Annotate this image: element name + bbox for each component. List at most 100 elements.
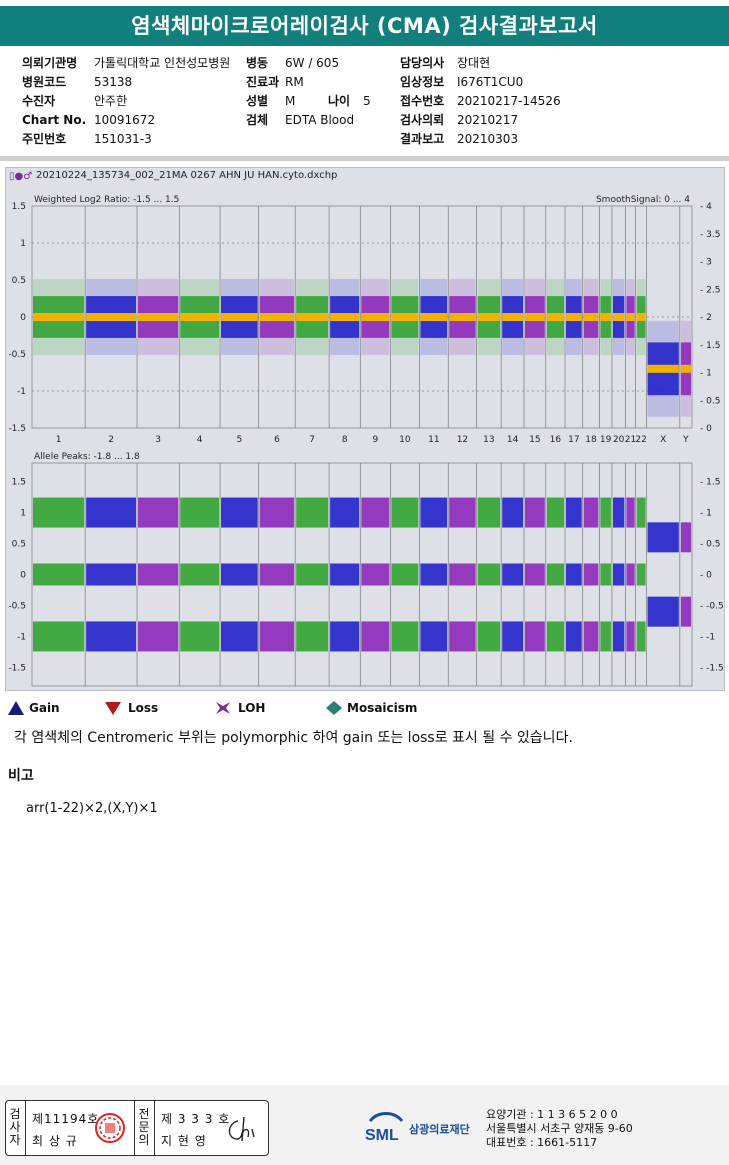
legend-gain: Gain (7, 700, 60, 716)
top-right-ytick-label: - 1.5 (700, 341, 720, 351)
chr-label-18: 18 (585, 435, 597, 445)
chr12-smooth-signal (449, 313, 476, 321)
mosaicism-diamond-icon (326, 701, 342, 715)
legend-loss: Loss (104, 700, 158, 716)
value-receipt-no: 20210217-14526 (457, 94, 561, 108)
chr-label-2: 2 (108, 435, 114, 445)
chr-label-6: 6 (274, 435, 280, 445)
chr16-allele-peak (546, 621, 564, 652)
value-hospital: 가톨릭대학교 인천성모병원 (94, 56, 231, 70)
chr17-smooth-signal (565, 313, 582, 321)
chr4-smooth-signal (180, 313, 220, 321)
label-ward: 병동 (246, 56, 269, 70)
chr17-allele-peak (565, 563, 582, 586)
chr5-allele-peak (221, 563, 258, 586)
org-name: 삼광의료재단 (409, 1123, 470, 1136)
chr15-allele-peak (525, 563, 545, 586)
top-right-ytick-label: - 2 (700, 313, 712, 323)
value-specimen: EDTA Blood (285, 113, 355, 127)
value-sex: M (285, 94, 296, 108)
chr-label-5: 5 (237, 435, 243, 445)
chr3-allele-peak (138, 563, 179, 586)
label-chart-no: Chart No. (22, 113, 87, 127)
top-right-ytick-label: - 0.5 (700, 396, 720, 406)
label-department: 진료과 (246, 75, 280, 89)
bottom-ytick-label: 0.5 (12, 540, 26, 550)
value-department: RM (285, 75, 304, 89)
signature-box: 검사자 제11194호 최 상 규 전문의 제 3 3 3 호 지 현 영 (5, 1100, 269, 1156)
value-hospital-code: 53138 (94, 75, 133, 89)
chr18-allele-peak (583, 621, 599, 652)
chr13-allele-peak (477, 497, 501, 528)
label-doctor: 담당의사 (400, 56, 445, 70)
chr-label-1: 1 (56, 435, 62, 445)
chrY-allele-peak (680, 596, 691, 627)
chr15-allele-peak (525, 621, 545, 652)
chrX-smooth-signal (647, 364, 679, 373)
chr14-allele-peak (502, 563, 524, 586)
chr18-allele-peak (583, 497, 599, 528)
bottom-right-ytick-label: - -1 (700, 632, 715, 642)
chr-label-19: 19 (600, 435, 612, 445)
chr21-allele-peak (626, 563, 635, 586)
chr20-allele-peak (612, 497, 625, 528)
chr11-allele-peak (420, 621, 448, 652)
chr1-allele-peak (33, 497, 85, 528)
value-age: 5 (363, 94, 371, 108)
chr-label-4: 4 (197, 435, 203, 445)
chr-label-8: 8 (342, 435, 348, 445)
chr-label-21: 21 (625, 435, 636, 445)
chr3-allele-peak (138, 497, 179, 528)
specialist-license-no: 제 3 3 3 호 (161, 1112, 231, 1126)
bottom-ytick-label: -1.5 (8, 663, 26, 673)
chr-label-16: 16 (550, 435, 562, 445)
bottom-plot-title: Allele Peaks: -1.8 ... 1.8 (34, 452, 140, 462)
chr-label-15: 15 (529, 435, 540, 445)
top-ytick-label: 0.5 (12, 276, 26, 286)
chr21-allele-peak (626, 621, 635, 652)
chr21-allele-peak (626, 497, 635, 528)
loss-triangle-icon (105, 702, 121, 715)
chr8-smooth-signal (330, 313, 360, 321)
chart-svg: Weighted Log2 Ratio: -1.5 ... 1.5 SmoothS… (8, 195, 724, 687)
examiner-name: 최 상 규 (32, 1134, 78, 1148)
sml-logo-text: SML (365, 1127, 399, 1144)
legend-gain-label: Gain (29, 701, 60, 715)
chr1-allele-peak (33, 621, 85, 652)
chr4-allele-peak (180, 621, 220, 652)
chr-label-13: 13 (483, 435, 494, 445)
chr15-smooth-signal (525, 313, 545, 321)
chr22-allele-peak (636, 621, 646, 652)
chr4-allele-peak (180, 563, 220, 586)
label-resident-no: 주민번호 (22, 132, 67, 146)
loh-icon (216, 702, 230, 714)
chr19-allele-peak (600, 621, 611, 652)
chr3-smooth-signal (138, 313, 179, 321)
examiner-label: 검사자 (9, 1107, 21, 1147)
label-receipt-no: 접수번호 (400, 94, 445, 108)
chr-label-11: 11 (428, 435, 439, 445)
seal-stamp-icon (95, 1113, 125, 1143)
chr18-smooth-signal (583, 313, 599, 321)
chr13-allele-peak (477, 563, 501, 586)
examiner-license-no: 제11194호 (32, 1112, 100, 1126)
bottom-right-ytick-label: - -0.5 (700, 601, 724, 611)
chr-label-3: 3 (155, 435, 161, 445)
chr6-allele-peak (259, 497, 295, 528)
chr5-allele-peak (221, 621, 258, 652)
top-ytick-label: 1 (20, 239, 26, 249)
legend-loss-label: Loss (128, 701, 159, 715)
chr20-smooth-signal (612, 313, 625, 321)
chr14-smooth-signal (502, 313, 524, 321)
chr9-allele-peak (361, 497, 390, 528)
chr22-allele-peak (636, 497, 646, 528)
label-request-date: 검사의뢰 (400, 113, 445, 127)
chr21-smooth-signal (626, 313, 635, 321)
file-icons: ▯●♂ (9, 171, 33, 182)
chr13-allele-peak (477, 621, 501, 652)
label-sex: 성별 (246, 94, 269, 108)
bottom-right-ytick-label: - 0 (700, 571, 712, 581)
value-patient: 안주한 (94, 94, 128, 108)
top-right-ytick-label: - 2.5 (700, 285, 720, 295)
specialist-name: 지 현 영 (161, 1134, 207, 1148)
